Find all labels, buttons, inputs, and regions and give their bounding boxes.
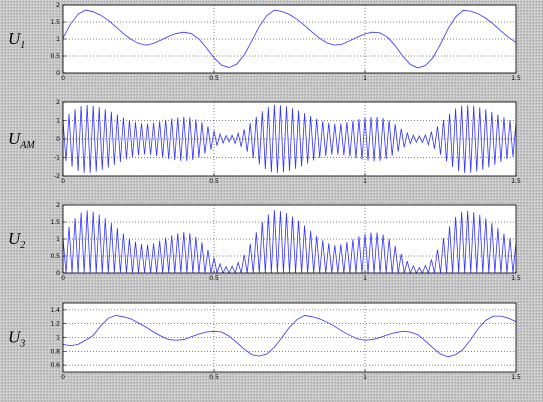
plot-area <box>63 303 516 372</box>
y-tick-label: 1 <box>56 335 60 342</box>
x-tick-label: 0.5 <box>209 75 219 82</box>
x-tick-label: 0.5 <box>209 374 219 381</box>
y-axis-label: U3 <box>8 328 25 350</box>
plot-frame <box>62 4 517 74</box>
plot-frame <box>62 101 517 177</box>
x-tick-label: 0 <box>61 275 65 282</box>
x-tick-label: 1 <box>363 374 367 381</box>
signal-line <box>62 315 517 358</box>
x-tick-label: 1.5 <box>511 75 521 82</box>
y-tick-label: 1.5 <box>50 19 60 26</box>
x-tick-label: 1.5 <box>511 178 521 185</box>
y-tick-label: 0 <box>56 70 60 77</box>
y-axis-label-main: U <box>8 229 22 248</box>
y-axis-label-sub: 2 <box>20 240 25 251</box>
y-tick-label: 0 <box>56 136 60 143</box>
y-tick-label: 0.5 <box>50 253 60 260</box>
y-tick-label: 1 <box>56 36 60 43</box>
y-tick-label: 1.2 <box>50 321 60 328</box>
x-tick-label: 1 <box>363 275 367 282</box>
y-tick-label: 0.8 <box>50 348 60 355</box>
y-axis-label-sub: 1 <box>20 40 25 51</box>
x-tick-label: 1.5 <box>511 374 521 381</box>
y-axis-label-sub: AM <box>19 140 35 151</box>
x-tick-label: 0.5 <box>209 178 219 185</box>
signal-line <box>62 104 517 174</box>
y-axis-label: U2 <box>8 229 25 251</box>
y-tick-label: 0 <box>56 270 60 277</box>
y-tick-label: 0.6 <box>50 362 60 369</box>
plot-frame <box>62 302 517 373</box>
signal-line <box>62 9 517 69</box>
y-tick-label: 1.5 <box>50 219 60 226</box>
y-axis-label: UAM <box>8 129 35 151</box>
y-tick-label: 2 <box>56 202 60 209</box>
x-tick-label: 0 <box>61 75 65 82</box>
x-tick-label: 0 <box>61 178 65 185</box>
y-axis-label: U1 <box>8 29 25 51</box>
y-tick-label: 1.4 <box>50 307 60 314</box>
x-tick-label: 1.5 <box>511 275 521 282</box>
plot-frame <box>62 204 517 274</box>
y-axis-label-main: U <box>8 129 22 148</box>
y-tick-label: 2 <box>56 99 60 106</box>
y-tick-label: 1 <box>56 236 60 243</box>
y-axis-label-main: U <box>8 29 22 48</box>
x-tick-label: 1 <box>363 178 367 185</box>
y-tick-label: 1 <box>56 118 60 125</box>
y-tick-label: -2 <box>54 173 60 180</box>
y-axis-label-main: U <box>8 328 22 347</box>
x-tick-label: 0.5 <box>209 275 219 282</box>
plot-area <box>63 205 516 273</box>
y-tick-label: 2 <box>56 2 60 9</box>
x-tick-label: 1 <box>363 75 367 82</box>
x-tick-label: 0 <box>61 374 65 381</box>
y-axis-label-sub: 3 <box>19 339 25 350</box>
y-tick-label: 0.5 <box>50 53 60 60</box>
y-tick-label: -1 <box>54 155 60 162</box>
